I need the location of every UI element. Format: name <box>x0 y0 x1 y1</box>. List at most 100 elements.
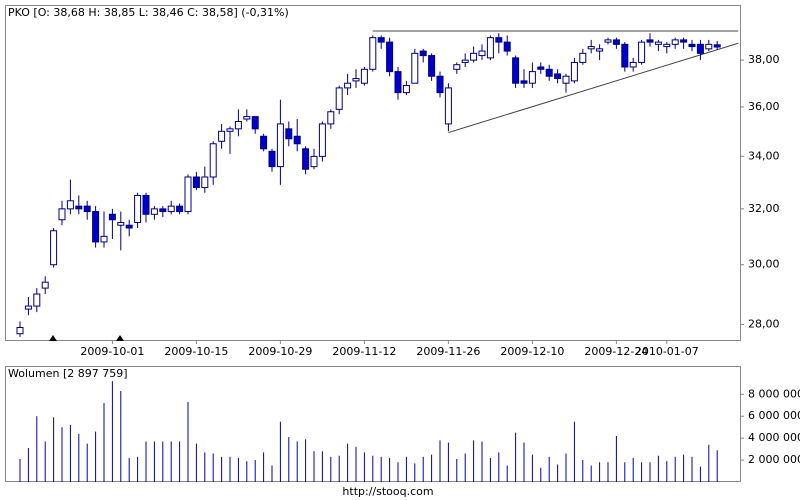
y-tick-label: 2 000 000 <box>748 453 800 466</box>
y-tick-label: 4 000 000 <box>748 431 800 444</box>
candle-body <box>360 68 368 84</box>
candle-body <box>545 68 553 77</box>
candle-body <box>268 150 276 168</box>
candle-body <box>293 135 301 145</box>
candle-body <box>58 208 66 221</box>
candle-body <box>75 205 83 210</box>
x-tick-label: 2009-10-01 <box>80 345 144 358</box>
candle-body <box>16 327 24 335</box>
candle-body <box>612 39 620 45</box>
candle-body <box>654 41 662 45</box>
candle-body <box>453 64 461 70</box>
volume-title: Wolumen [2 897 759] <box>8 367 128 380</box>
candle-body <box>142 194 150 215</box>
candle-body <box>33 293 41 307</box>
candle-body <box>621 43 629 68</box>
y-tick-label: 30,00 <box>748 258 780 271</box>
candle-body <box>117 221 125 226</box>
x-tick-label: 2009-12-24 <box>584 345 648 358</box>
candle-body <box>243 116 251 120</box>
y-tick-label: 28,00 <box>748 317 780 330</box>
candle-body <box>705 43 713 50</box>
y-tick-label: 6 000 000 <box>748 409 800 422</box>
candle-body <box>150 208 158 215</box>
candle-body <box>251 116 259 130</box>
candle-body <box>108 213 116 221</box>
candle-body <box>629 61 637 68</box>
candle-body <box>66 200 74 210</box>
event-marker <box>49 335 124 341</box>
candle-body <box>24 305 32 310</box>
candle-body <box>394 71 402 94</box>
candle-body <box>234 120 242 130</box>
candle-body <box>696 43 704 54</box>
candle-body <box>226 128 234 132</box>
candle-body <box>436 75 444 94</box>
candle-body <box>680 39 688 43</box>
candle-body <box>646 39 654 43</box>
candle-body <box>369 37 377 70</box>
candle-body <box>503 41 511 52</box>
candle-body <box>276 123 284 168</box>
y-tick-label: 32,00 <box>748 202 780 215</box>
candle-body <box>671 39 679 45</box>
candle-body <box>461 59 469 63</box>
candle-body <box>201 176 209 188</box>
y-tick-label: 38,00 <box>748 53 780 66</box>
candle-body <box>713 44 721 48</box>
x-tick-label: 2009-11-26 <box>416 345 480 358</box>
candle-body <box>100 235 108 243</box>
candle-body <box>428 55 436 77</box>
candle-body <box>335 87 343 110</box>
chart-title: PKO [O: 38,68 H: 38,85 L: 38,46 C: 38,58… <box>8 6 289 19</box>
y-tick-label: 8 000 000 <box>748 387 800 400</box>
candle-body <box>663 43 671 48</box>
candle-body <box>209 143 217 178</box>
candle-body <box>83 205 91 213</box>
candle-body <box>495 37 503 43</box>
candle-body <box>596 48 604 52</box>
candle-body <box>411 52 419 84</box>
candle-body <box>134 194 142 223</box>
candle-body <box>310 155 318 168</box>
candle-body <box>486 37 494 59</box>
candle-body <box>192 176 200 188</box>
candle-body <box>512 57 520 84</box>
candle-body <box>579 52 587 63</box>
candle-body <box>528 71 536 84</box>
candle-body <box>125 224 133 229</box>
candle-body <box>167 205 175 213</box>
candle-body <box>41 281 49 289</box>
candle-body <box>419 50 427 57</box>
candle-body <box>260 135 268 150</box>
candle-body <box>444 87 452 125</box>
footer: http://stooq.com <box>342 485 433 498</box>
x-tick-label: 2009-10-29 <box>248 345 312 358</box>
candle-body <box>352 78 360 82</box>
candle-body <box>92 211 100 243</box>
trend-line <box>448 42 739 134</box>
candle-body <box>302 148 310 170</box>
candle-body <box>285 128 293 140</box>
candle-body <box>318 123 326 157</box>
candle-body <box>688 43 696 48</box>
candle-body <box>176 205 184 213</box>
candle-body <box>520 80 528 84</box>
candle-body <box>344 82 352 89</box>
candle-body <box>604 39 612 43</box>
x-tick-label: 2009-11-12 <box>332 345 396 358</box>
candle-body <box>537 66 545 70</box>
candle-body <box>402 85 410 94</box>
candle-body <box>638 41 646 63</box>
y-tick-label: 36,00 <box>748 100 780 113</box>
candle-body <box>554 73 562 80</box>
y-tick-label: 34,00 <box>748 149 780 162</box>
candle-body <box>159 208 167 213</box>
candle-body <box>470 52 478 61</box>
candle-body <box>570 61 578 82</box>
candle-body <box>184 176 192 213</box>
candle-body <box>587 46 595 50</box>
candle-body <box>218 130 226 142</box>
x-tick-label: 2009-12-10 <box>500 345 564 358</box>
